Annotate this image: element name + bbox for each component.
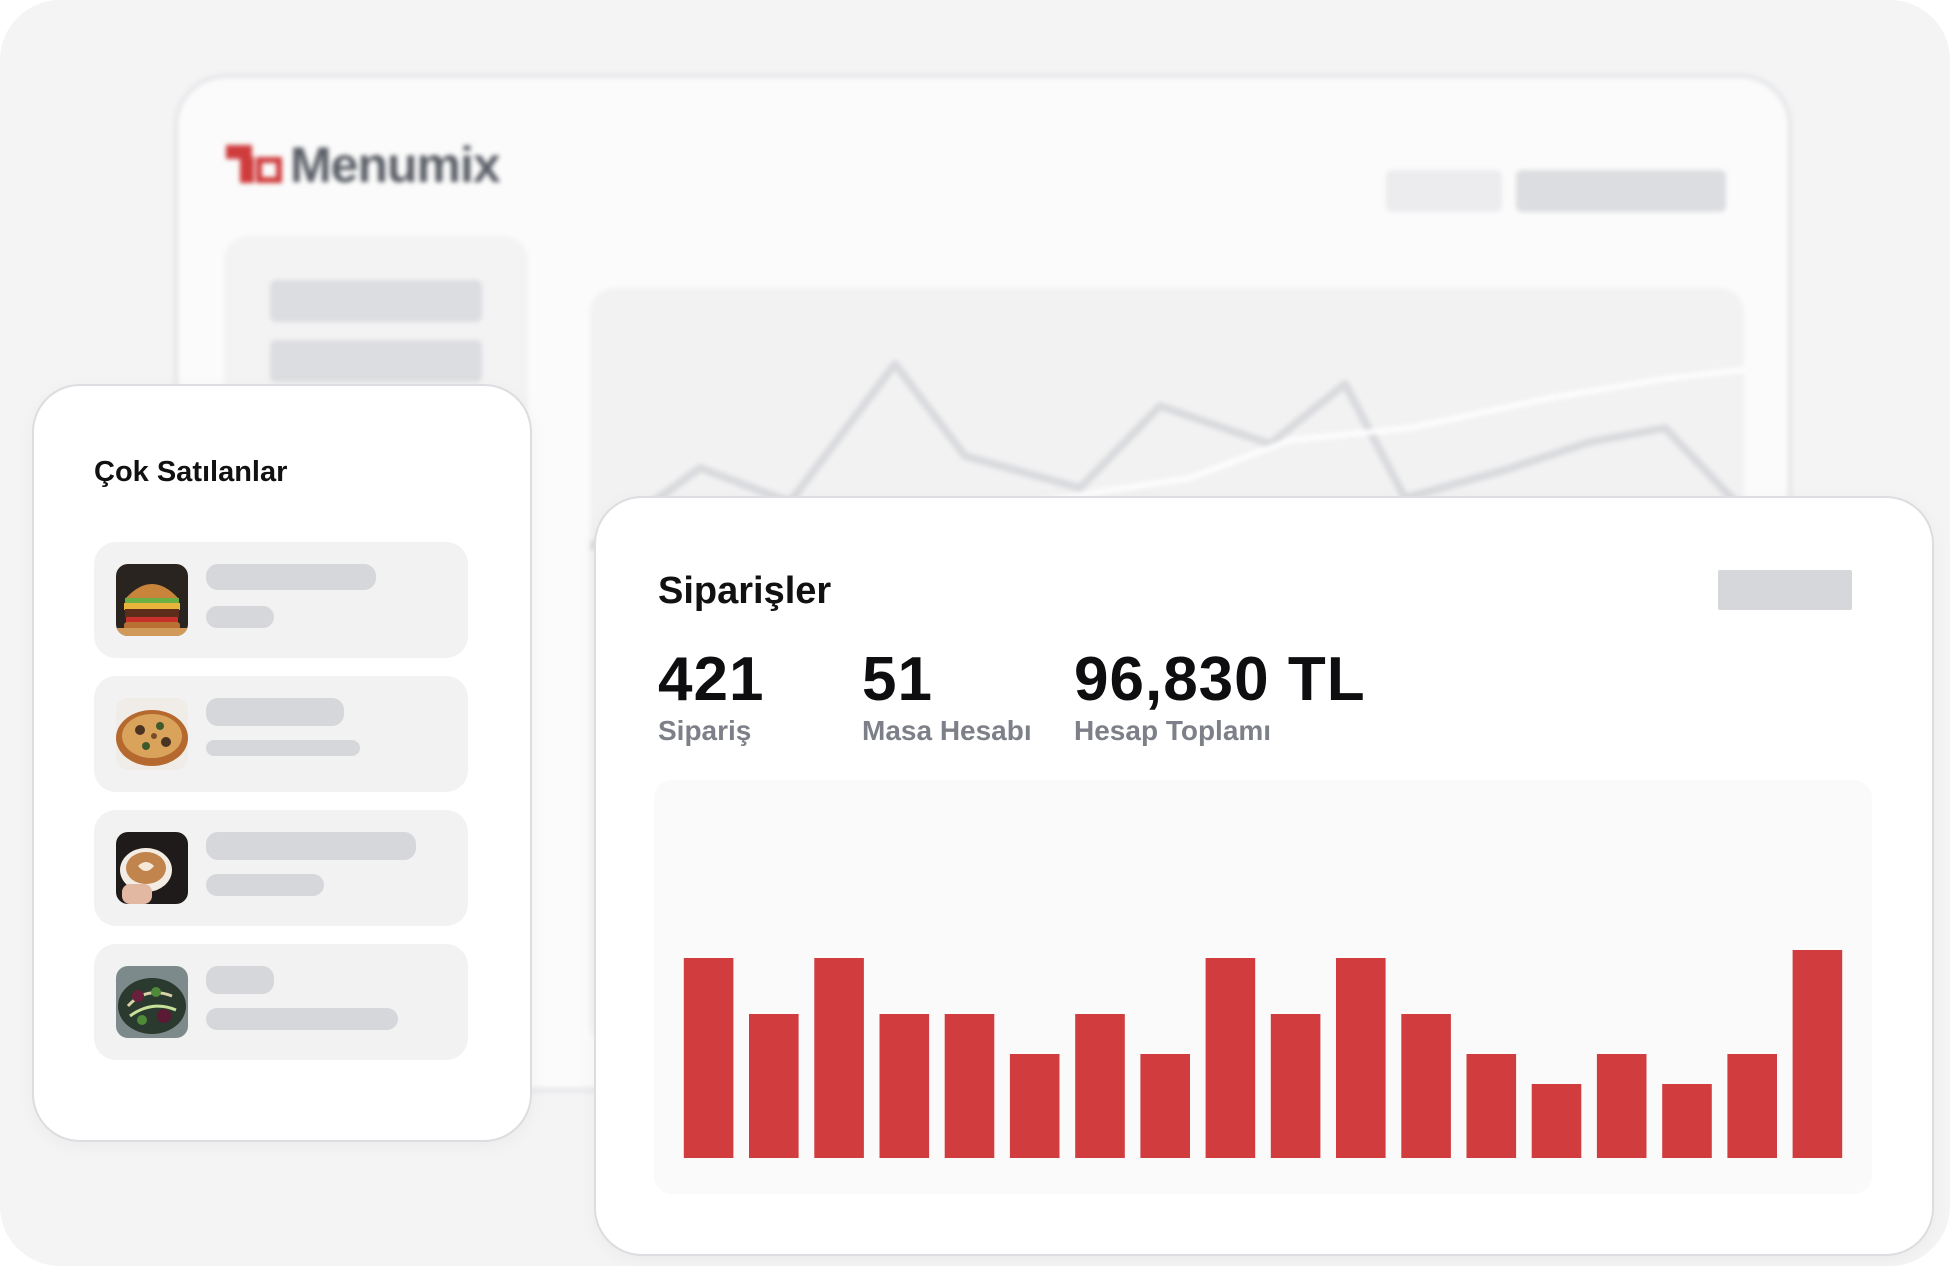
- stat-value: 421: [658, 645, 765, 714]
- orders-card: Siparişler 421 Sipariş 51 Masa Hesabı 96…: [594, 496, 1934, 1256]
- orders-bar-chart: [654, 780, 1872, 1194]
- item-price-placeholder: [206, 606, 274, 628]
- item-name-placeholder: [206, 698, 344, 726]
- list-item[interactable]: [94, 676, 468, 792]
- item-name-placeholder: [206, 832, 416, 860]
- bar: [814, 958, 864, 1158]
- bar: [1596, 1054, 1647, 1158]
- bar: [1336, 958, 1386, 1158]
- bar: [1662, 1084, 1712, 1158]
- item-name-placeholder: [206, 564, 376, 590]
- best-sellers-title: Çok Satılanlar: [94, 456, 288, 488]
- best-sellers-card: Çok Satılanlar: [32, 384, 532, 1142]
- date-filter-placeholder[interactable]: [1718, 570, 1852, 610]
- bar: [683, 958, 734, 1158]
- bar: [1401, 1014, 1451, 1158]
- bar: [944, 1014, 995, 1158]
- bar: [1466, 1054, 1517, 1158]
- menumix-logo-icon: [226, 145, 282, 183]
- header-placeholder: [1386, 170, 1502, 212]
- bar-chart-svg: [683, 950, 1843, 1158]
- coffee-icon: [116, 832, 188, 904]
- background-line-chart: [590, 360, 1744, 552]
- stat-label: Masa Hesabı: [862, 715, 1032, 746]
- item-price-placeholder: [206, 1008, 398, 1030]
- stat-label: Hesap Toplamı: [1074, 715, 1272, 746]
- brand-name: Menumix: [290, 137, 501, 193]
- burger-icon: [116, 564, 188, 636]
- bar: [1009, 1054, 1060, 1158]
- list-item[interactable]: [94, 810, 468, 926]
- background-line-series: [909, 367, 1744, 521]
- list-item[interactable]: [94, 542, 468, 658]
- stat-label: Sipariş: [658, 715, 752, 746]
- bar: [879, 1014, 930, 1158]
- bar: [1531, 1084, 1582, 1158]
- background-line-series: [590, 360, 1744, 552]
- bar: [1075, 1014, 1125, 1158]
- stat-orders: 421 Sipariş: [658, 646, 764, 748]
- sidebar-placeholder: [270, 280, 482, 322]
- bar: [1270, 1014, 1321, 1158]
- item-price-placeholder: [206, 874, 324, 896]
- list-item[interactable]: [94, 944, 468, 1060]
- salad-icon: [116, 966, 188, 1038]
- sidebar-placeholder: [270, 340, 482, 382]
- bar: [1205, 958, 1256, 1158]
- bar: [749, 1014, 799, 1158]
- header-placeholder: [1516, 170, 1726, 212]
- stat-bill-total: 96,830 TL Hesap Toplamı: [1074, 646, 1366, 748]
- bar: [1727, 1054, 1777, 1158]
- orders-title: Siparişler: [658, 570, 832, 612]
- bar: [1140, 1054, 1190, 1158]
- pizza-icon: [116, 698, 188, 770]
- brand-logo: Menumix: [226, 136, 501, 194]
- stat-value: 51: [862, 645, 933, 714]
- bar: [1792, 950, 1843, 1158]
- item-price-placeholder: [206, 740, 360, 756]
- item-name-placeholder: [206, 966, 274, 994]
- stat-value: 96,830 TL: [1074, 645, 1366, 714]
- stat-table-bills: 51 Masa Hesabı: [862, 646, 1032, 748]
